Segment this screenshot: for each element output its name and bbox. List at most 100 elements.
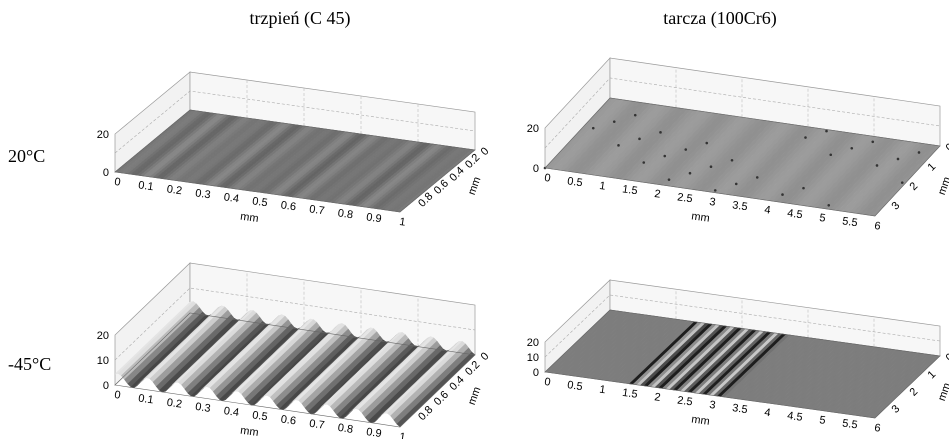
x-tick-label: 1	[399, 216, 407, 229]
x-tick-label: 2.5	[676, 191, 693, 205]
surface-pit	[592, 127, 595, 130]
surface-pit	[642, 161, 645, 164]
z-tick-label: 20	[527, 123, 539, 135]
x-tick-label: 1	[399, 431, 407, 439]
x-tick-label: 2	[654, 391, 662, 404]
y-axis-label: mm	[936, 381, 949, 402]
surface-pit	[802, 187, 805, 190]
x-tick-label: 0.3	[194, 401, 211, 415]
x-tick-label: 3.5	[731, 402, 748, 416]
surface-pit	[897, 158, 900, 161]
x-tick-label: 0.7	[308, 203, 325, 217]
x-tick-label: 0	[544, 172, 552, 185]
x-tick-label: 1	[599, 180, 607, 193]
x-tick-label: 0.8	[337, 422, 354, 436]
z-tick-label: 10	[97, 355, 109, 367]
x-tick-label: 0	[114, 389, 122, 402]
x-tick-label: 0.4	[223, 191, 240, 205]
x-tick-label: 3.5	[731, 199, 748, 213]
surface-pit	[710, 165, 713, 168]
surface-pit	[634, 114, 637, 117]
z-tick-label: 20	[97, 129, 109, 141]
surface-pit	[901, 181, 904, 184]
x-tick-label: 2.5	[676, 394, 693, 408]
x-tick-label: 0.5	[566, 379, 583, 393]
y-axis-label: mm	[466, 385, 484, 406]
z-tick-label: 0	[103, 380, 109, 392]
surface-pit	[735, 183, 738, 186]
x-tick-label: 0	[544, 376, 552, 389]
x-tick-label: 0.6	[280, 199, 297, 213]
surface-pit	[638, 138, 641, 141]
x-tick-label: 2	[654, 188, 662, 201]
z-tick-label: 0	[103, 167, 109, 179]
x-tick-label: 0.1	[137, 179, 154, 193]
y-axis-label: mm	[936, 175, 949, 196]
surface-pit	[613, 120, 616, 123]
x-tick-label: 6	[874, 220, 882, 233]
surface-pit	[827, 204, 830, 207]
x-axis-label: mm	[239, 425, 259, 439]
x-tick-label: 0.7	[308, 418, 325, 432]
x-tick-label: 0.2	[166, 397, 183, 411]
x-tick-label: 6	[874, 422, 882, 435]
x-tick-label: 3	[709, 196, 717, 209]
surface-pit	[918, 151, 921, 154]
x-tick-label: 0.6	[280, 414, 297, 428]
x-tick-label: 5	[819, 414, 827, 427]
z-tick-label: 20	[97, 330, 109, 342]
y-tick-label: 1	[926, 369, 939, 382]
y-tick-label: 0	[479, 350, 492, 363]
x-tick-label: 3	[709, 399, 717, 412]
x-tick-label: 0.5	[251, 409, 268, 423]
x-tick-label: 0.5	[251, 195, 268, 209]
column-header: trzpień (C 45)	[250, 8, 351, 29]
row-label: 20°C	[8, 146, 45, 166]
surface-pit	[850, 147, 853, 150]
x-tick-label: 0.3	[194, 187, 211, 201]
x-tick-label: 5.5	[841, 215, 858, 229]
surface-pit	[705, 142, 708, 145]
x-tick-label: 0.4	[223, 405, 240, 419]
page: trzpień (C 45) tarcza (100Cr6) 20°C -45°…	[0, 0, 949, 439]
y-tick-label: 0	[944, 141, 949, 154]
x-tick-label: 1.5	[621, 183, 638, 197]
figure: trzpień (C 45) tarcza (100Cr6) 20°C -45°…	[0, 0, 949, 439]
surface-pit	[659, 131, 662, 134]
z-tick-label: 0	[533, 163, 539, 175]
x-tick-label: 4	[764, 407, 772, 420]
y-tick-label: 2	[908, 180, 921, 193]
surface-pit	[684, 148, 687, 151]
surface-pit	[617, 144, 620, 147]
z-tick-label: 10	[527, 352, 539, 364]
x-tick-label: 4	[764, 204, 772, 217]
y-tick-label: 3	[889, 403, 902, 416]
x-tick-label: 0.2	[166, 183, 183, 197]
surface-pit	[731, 159, 734, 162]
x-tick-label: 0.9	[365, 211, 382, 225]
x-tick-label: 5.5	[841, 417, 858, 431]
surface-pit	[829, 153, 832, 156]
y-tick-label: 2	[908, 386, 921, 399]
surface-pit	[825, 130, 828, 133]
y-tick-label: 0	[944, 351, 949, 364]
surface-pit	[804, 136, 807, 139]
x-tick-label: 4.5	[786, 410, 803, 424]
surface-pit	[756, 176, 759, 179]
y-axis-label: mm	[466, 175, 484, 196]
y-tick-label: 1	[926, 161, 939, 174]
z-tick-label: 0	[533, 367, 539, 379]
y-tick-label: 0	[479, 145, 492, 158]
surface-pit	[668, 178, 671, 181]
surface-pit	[876, 164, 879, 167]
x-tick-label: 0.1	[137, 393, 154, 407]
surface-pit	[871, 140, 874, 143]
x-axis-label: mm	[691, 413, 711, 427]
x-tick-label: 0.9	[365, 426, 382, 439]
x-tick-label: 4.5	[786, 207, 803, 221]
x-axis-label: mm	[239, 211, 259, 225]
surface-pit	[689, 172, 692, 175]
row-label: -45°C	[8, 354, 51, 374]
x-tick-label: 0	[114, 176, 122, 189]
column-header: tarcza (100Cr6)	[663, 8, 776, 29]
